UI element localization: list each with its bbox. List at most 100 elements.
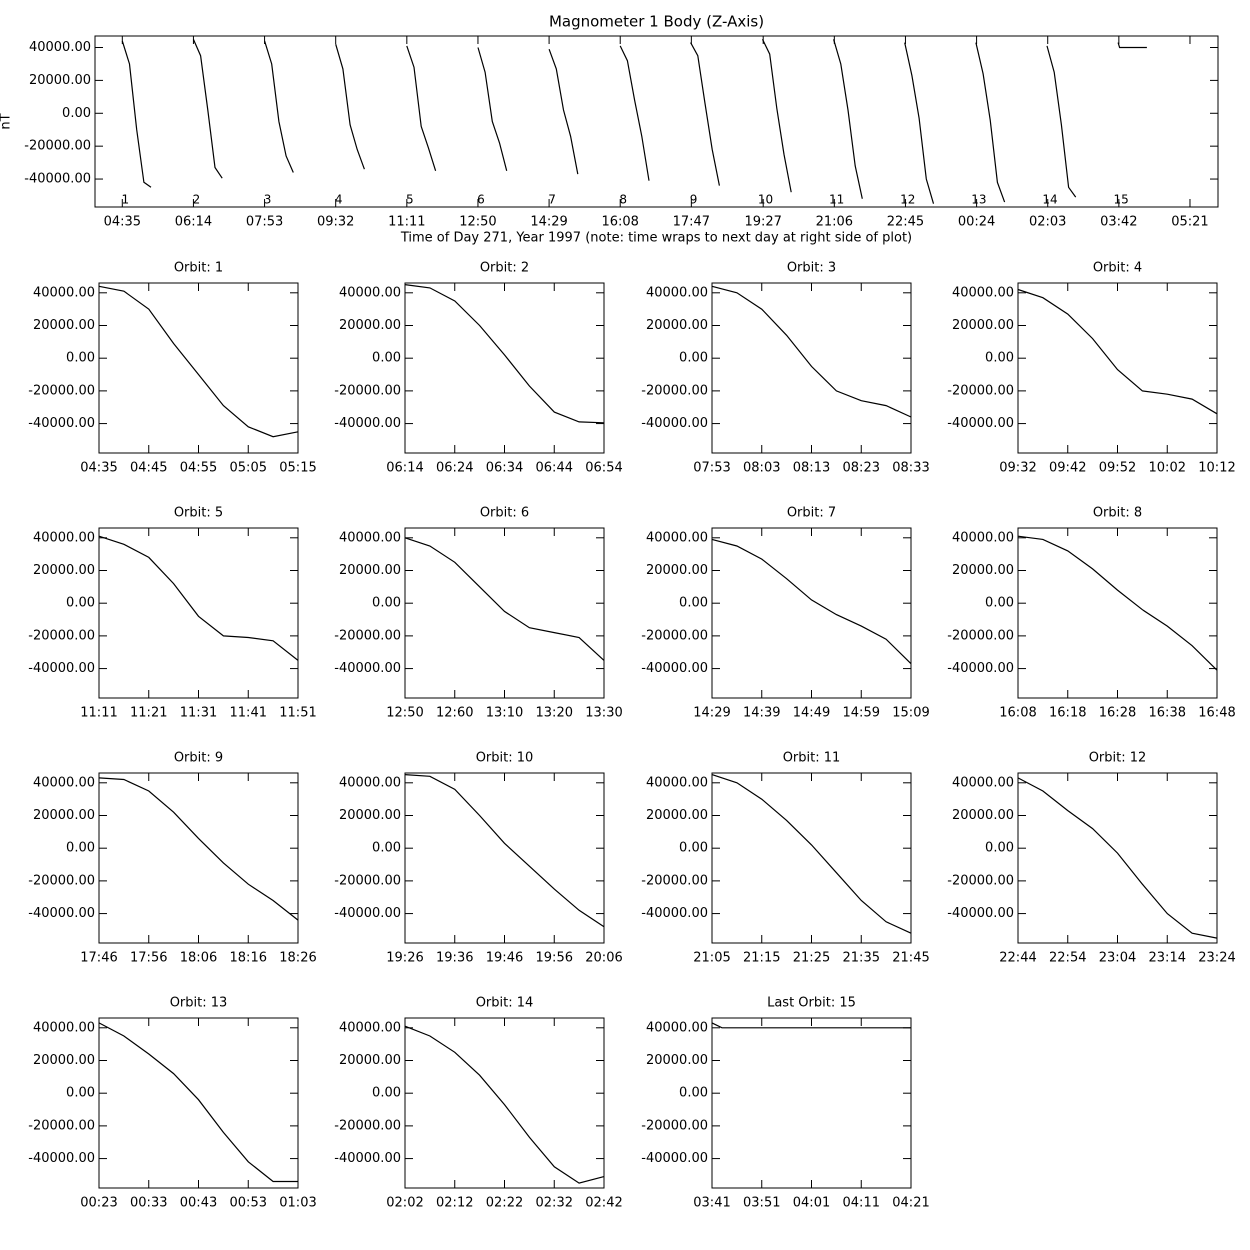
y-tick-label: 20000.00 <box>646 563 708 578</box>
x-tick-label: 09:52 <box>1099 461 1136 476</box>
x-tick-label: 07:53 <box>693 461 730 476</box>
x-tick-label: 23:14 <box>1149 951 1186 966</box>
x-tick-label: 22:45 <box>887 215 924 230</box>
data-line <box>98 777 299 921</box>
y-tick-label: 0.00 <box>679 351 708 366</box>
y-tick-label: -20000.00 <box>28 1118 95 1133</box>
y-tick-label: -20000.00 <box>24 139 91 154</box>
y-tick-label: -40000.00 <box>334 906 401 921</box>
x-tick-label: 05:15 <box>279 461 316 476</box>
x-tick-label: 16:08 <box>999 706 1036 721</box>
y-tick-label: 40000.00 <box>952 775 1014 790</box>
data-line <box>264 40 294 173</box>
y-tick-label: -40000.00 <box>28 906 95 921</box>
y-tick-label: -40000.00 <box>947 416 1014 431</box>
x-tick-label: 09:32 <box>317 215 354 230</box>
x-tick-label: 14:29 <box>693 706 730 721</box>
x-tick-label: 22:54 <box>1049 951 1086 966</box>
y-tick-label: 40000.00 <box>339 1020 401 1035</box>
x-tick-label: 19:36 <box>436 951 473 966</box>
x-tick-label: 21:15 <box>743 951 780 966</box>
y-tick-label: 40000.00 <box>33 1020 95 1035</box>
x-tick-label: 00:23 <box>80 1196 117 1211</box>
x-tick-label: 14:49 <box>793 706 830 721</box>
x-tick-label: 11:11 <box>388 215 425 230</box>
x-tick-label: 21:45 <box>892 951 929 966</box>
orbit-annotation: 2 <box>193 193 201 207</box>
data-line <box>711 538 912 665</box>
y-tick-label: 20000.00 <box>33 808 95 823</box>
y-tick-label: 20000.00 <box>646 808 708 823</box>
y-tick-label: 20000.00 <box>339 808 401 823</box>
chart-title: Orbit: 2 <box>480 261 529 276</box>
x-tick-label: 00:53 <box>230 1196 267 1211</box>
data-line <box>404 284 605 424</box>
x-tick-label: 06:14 <box>175 215 212 230</box>
y-tick-label: -40000.00 <box>334 661 401 676</box>
y-tick-label: 40000.00 <box>33 775 95 790</box>
data-line <box>711 774 912 934</box>
y-tick-label: -40000.00 <box>28 1151 95 1166</box>
y-tick-label: 20000.00 <box>952 808 1014 823</box>
y-tick-label: 0.00 <box>985 351 1014 366</box>
orbit-annotation: 5 <box>406 193 414 207</box>
y-tick-label: 0.00 <box>372 596 401 611</box>
orbit-annotation: 10 <box>758 193 773 207</box>
orbit-annotation: 1 <box>121 193 129 207</box>
x-tick-label: 09:42 <box>1049 461 1086 476</box>
x-tick-label: 08:33 <box>892 461 929 476</box>
y-tick-label: 0.00 <box>62 106 91 121</box>
x-tick-label: 08:13 <box>793 461 830 476</box>
y-tick-label: 40000.00 <box>339 530 401 545</box>
orbit-annotation: 13 <box>971 193 986 207</box>
y-tick-label: -20000.00 <box>334 628 401 643</box>
x-tick-label: 02:03 <box>1029 215 1066 230</box>
data-line <box>335 44 365 170</box>
x-tick-label: 21:06 <box>816 215 853 230</box>
x-axis-label: Time of Day 271, Year 1997 (note: time w… <box>400 231 912 246</box>
x-tick-label: 20:06 <box>585 951 622 966</box>
data-line <box>761 39 792 193</box>
data-line <box>404 1025 605 1184</box>
x-tick-label: 06:34 <box>486 461 523 476</box>
data-line <box>711 1022 911 1029</box>
x-tick-label: 11:51 <box>279 706 316 721</box>
chart-title: Orbit: 3 <box>787 261 836 276</box>
y-tick-label: 40000.00 <box>952 530 1014 545</box>
y-tick-label: 0.00 <box>372 1086 401 1101</box>
plot-frame <box>1017 527 1218 699</box>
x-tick-label: 02:42 <box>585 1196 622 1211</box>
y-tick-label: -20000.00 <box>641 873 708 888</box>
y-tick-label: 0.00 <box>66 351 95 366</box>
data-line <box>833 39 863 199</box>
x-tick-label: 05:05 <box>230 461 267 476</box>
y-tick-label: 20000.00 <box>339 563 401 578</box>
x-tick-label: 16:28 <box>1099 706 1136 721</box>
x-tick-label: 06:54 <box>585 461 622 476</box>
data-line <box>404 537 605 661</box>
y-tick-label: 40000.00 <box>339 775 401 790</box>
y-tick-label: -40000.00 <box>24 172 91 187</box>
x-tick-label: 06:44 <box>536 461 573 476</box>
chart-title: Magnometer 1 Body (Z-Axis) <box>549 13 764 31</box>
x-tick-label: 11:11 <box>80 706 117 721</box>
y-tick-label: 20000.00 <box>339 1053 401 1068</box>
x-tick-label: 10:02 <box>1149 461 1186 476</box>
x-tick-label: 13:10 <box>486 706 523 721</box>
x-tick-label: 19:27 <box>744 215 781 230</box>
y-tick-label: 40000.00 <box>646 530 708 545</box>
plot-frame <box>711 282 912 454</box>
data-line <box>477 47 508 171</box>
y-tick-label: 0.00 <box>66 841 95 856</box>
x-tick-label: 02:32 <box>536 1196 573 1211</box>
orbit-annotation: 15 <box>1113 193 1128 207</box>
data-line <box>406 45 437 171</box>
y-tick-label: -20000.00 <box>28 383 95 398</box>
chart-title: Orbit: 5 <box>174 506 223 521</box>
x-tick-label: 05:21 <box>1171 215 1208 230</box>
x-tick-label: 14:39 <box>743 706 780 721</box>
y-tick-label: -20000.00 <box>641 1118 708 1133</box>
x-tick-label: 13:30 <box>585 706 622 721</box>
x-tick-label: 22:44 <box>999 951 1036 966</box>
